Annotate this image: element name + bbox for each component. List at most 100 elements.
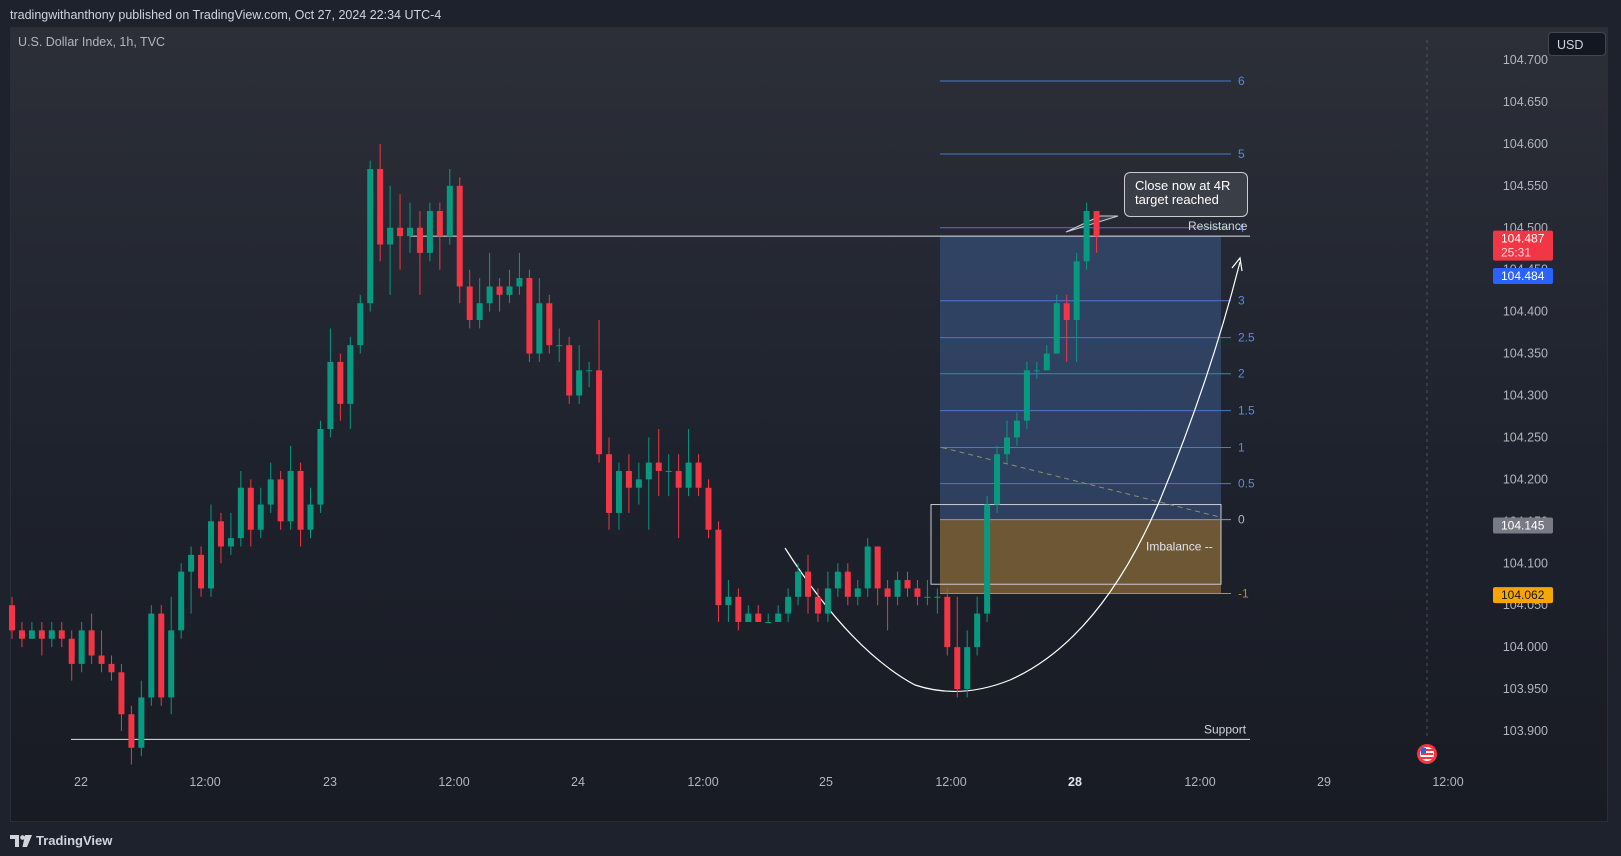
currency-button[interactable]: USD — [1548, 32, 1606, 56]
candle-body[interactable] — [685, 462, 692, 488]
candle-body[interactable] — [317, 429, 324, 505]
candle-body[interactable] — [894, 580, 901, 597]
candle-body[interactable] — [615, 470, 622, 513]
candle-body[interactable] — [805, 571, 811, 597]
candle-body[interactable] — [994, 454, 1001, 505]
candle-body[interactable] — [725, 596, 732, 606]
candle-body[interactable] — [407, 227, 413, 237]
candle-body[interactable] — [954, 647, 961, 690]
candle-body[interactable] — [984, 504, 991, 614]
candle-body[interactable] — [566, 345, 573, 396]
candle-body[interactable] — [904, 580, 911, 589]
candle-body[interactable] — [1073, 261, 1080, 321]
candle-body[interactable] — [914, 588, 921, 597]
candle-body[interactable] — [277, 479, 284, 522]
candle-body[interactable] — [546, 303, 553, 346]
candle-body[interactable] — [705, 487, 712, 530]
candle-body[interactable] — [1004, 437, 1010, 455]
candle-body[interactable] — [337, 361, 344, 404]
candle-body[interactable] — [556, 345, 563, 347]
candle-body[interactable] — [208, 521, 214, 589]
candle-body[interactable] — [715, 529, 722, 606]
candle-body[interactable] — [854, 588, 861, 597]
candle-body[interactable] — [516, 278, 523, 287]
candle-body[interactable] — [1083, 210, 1090, 262]
candle-body[interactable] — [755, 613, 762, 622]
candle-body[interactable] — [695, 462, 702, 488]
candle-body[interactable] — [18, 630, 25, 639]
candle-body[interactable] — [785, 596, 792, 614]
candle-body[interactable] — [227, 538, 234, 547]
candle-body[interactable] — [88, 630, 95, 656]
candle-body[interactable] — [158, 613, 165, 698]
candle-body[interactable] — [78, 630, 85, 664]
candle-body[interactable] — [48, 630, 55, 639]
candle-body[interactable] — [357, 303, 364, 346]
candle-body[interactable] — [844, 571, 851, 597]
candle-body[interactable] — [108, 663, 115, 673]
candle-body[interactable] — [675, 470, 682, 488]
candle-body[interactable] — [924, 596, 931, 598]
candle-body[interactable] — [38, 630, 45, 639]
candle-body[interactable] — [665, 470, 672, 472]
candle-body[interactable] — [606, 454, 612, 513]
candle-body[interactable] — [586, 370, 593, 372]
candle-body[interactable] — [456, 185, 463, 287]
candle-body[interactable] — [178, 571, 185, 631]
candle-body[interactable] — [1013, 420, 1020, 438]
candle-body[interactable] — [98, 655, 105, 664]
candle-body[interactable] — [536, 303, 543, 354]
candle-body[interactable] — [576, 370, 583, 396]
candle-body[interactable] — [655, 462, 662, 471]
candle-body[interactable] — [824, 588, 831, 614]
candle-body[interactable] — [964, 647, 971, 690]
candle-body[interactable] — [874, 546, 881, 589]
candle-body[interactable] — [635, 479, 642, 488]
candle-body[interactable] — [1063, 303, 1070, 321]
candle-body[interactable] — [287, 470, 294, 522]
candle-body[interactable] — [486, 286, 493, 304]
candle-body[interactable] — [9, 605, 15, 631]
candle-body[interactable] — [645, 462, 652, 480]
candle-body[interactable] — [1023, 370, 1030, 421]
candle-body[interactable] — [426, 210, 433, 253]
candle-body[interactable] — [217, 521, 224, 547]
candle-body[interactable] — [397, 227, 404, 237]
candle-body[interactable] — [506, 286, 513, 295]
candle-body[interactable] — [138, 697, 145, 748]
candle-body[interactable] — [377, 169, 384, 245]
candle-body[interactable] — [128, 714, 135, 748]
candle-body[interactable] — [974, 613, 981, 648]
candle-body[interactable] — [118, 672, 125, 715]
candle-body[interactable] — [327, 361, 334, 430]
candle-body[interactable] — [864, 546, 871, 589]
candle-body[interactable] — [795, 571, 802, 597]
candle-body[interactable] — [814, 596, 821, 614]
candle-body[interactable] — [476, 303, 483, 321]
candle-body[interactable] — [775, 613, 782, 622]
candle-body[interactable] — [765, 621, 772, 623]
candle-body[interactable] — [347, 345, 354, 404]
candle-body[interactable] — [446, 185, 453, 237]
candle-body[interactable] — [596, 370, 603, 455]
candle-body[interactable] — [168, 630, 175, 698]
candle-body[interactable] — [834, 571, 841, 589]
candle-body[interactable] — [735, 596, 742, 622]
candle-body[interactable] — [367, 169, 374, 304]
candle-body[interactable] — [1033, 370, 1040, 372]
candle-body[interactable] — [416, 227, 423, 253]
candle-body[interactable] — [625, 470, 632, 488]
candle-body[interactable] — [1043, 353, 1050, 371]
candle-body[interactable] — [466, 286, 473, 321]
candle-body[interactable] — [436, 210, 443, 237]
callout-note[interactable]: Close now at 4R target reached — [1124, 172, 1248, 217]
candle-body[interactable] — [237, 487, 244, 539]
candle-body[interactable] — [307, 504, 314, 530]
chart-pane[interactable] — [10, 27, 1608, 822]
candle-body[interactable] — [247, 487, 254, 530]
candle-body[interactable] — [68, 638, 75, 664]
tradingview-logo[interactable]: TradingView — [10, 833, 112, 848]
candle-body[interactable] — [257, 504, 264, 530]
candle-body[interactable] — [188, 554, 195, 572]
